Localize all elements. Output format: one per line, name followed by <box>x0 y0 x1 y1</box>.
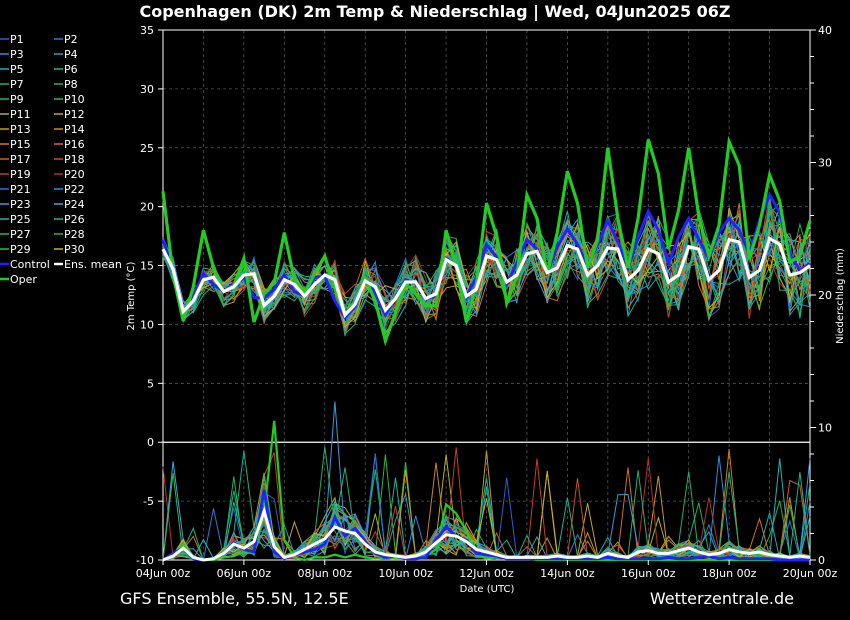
y-right-tick-label: 20 <box>818 289 832 302</box>
legend-label: P10 <box>64 93 85 106</box>
y-left-tick-label: -10 <box>136 554 154 567</box>
temp-line-control <box>161 191 811 320</box>
main-series <box>161 135 812 562</box>
y-right-tick-label: 40 <box>818 24 832 37</box>
y-right-tick-label: 10 <box>818 422 832 435</box>
legend-label: P20 <box>64 168 85 181</box>
legend-label: P21 <box>10 183 31 196</box>
y-right-tick-label: 30 <box>818 157 832 170</box>
temp-line-member-21 <box>162 213 811 329</box>
legend-label: P3 <box>10 48 24 61</box>
x-tick-label: 20Jun 00z <box>783 567 838 580</box>
legend-label: Ens. mean <box>64 258 122 271</box>
temp-line-member-16 <box>162 203 811 333</box>
legend-label: P1 <box>10 33 24 46</box>
x-tick-label: 08Jun 00z <box>298 567 353 580</box>
legend-label: P26 <box>64 213 85 226</box>
x-axis-ticks: 04Jun 00z 06Jun 00z 08Jun 00z 10Jun 00z 12Ju… <box>136 560 838 580</box>
legend-label: P23 <box>10 198 31 211</box>
y-left-tick-label: -5 <box>143 495 154 508</box>
x-tick-label: 04Jun 00z <box>136 567 191 580</box>
legend-label: P13 <box>10 123 31 136</box>
legend-label: P18 <box>64 153 85 166</box>
y-axis-right-label: Niederschlag (mm) <box>835 248 846 344</box>
precip-line-member-26 <box>162 471 811 561</box>
temp-line-oper <box>161 135 812 347</box>
y-left-tick-label: 10 <box>140 318 154 331</box>
legend-label: P4 <box>64 48 78 61</box>
precip-line-mean <box>162 505 811 562</box>
x-tick-label: 10Jun 00z <box>378 567 433 580</box>
legend-label: P29 <box>10 243 31 256</box>
legend-label: P30 <box>64 243 85 256</box>
legend-label: P25 <box>10 213 31 226</box>
y-left-tick-label: 25 <box>140 142 154 155</box>
legend-label: P22 <box>64 183 85 196</box>
legend-label: P19 <box>10 168 31 181</box>
legend-label: P5 <box>10 63 24 76</box>
x-tick-label: 14Jun 00z <box>540 567 595 580</box>
legend-label: P11 <box>10 108 31 121</box>
y-left-tick-label: 0 <box>147 436 154 449</box>
legend-label: P9 <box>10 93 24 106</box>
legend-label: Control <box>10 258 50 271</box>
legend-label: P16 <box>64 138 85 151</box>
legend-label: P6 <box>64 63 78 76</box>
temp-line-mean <box>161 236 811 319</box>
legend-label: P15 <box>10 138 31 151</box>
y-right-tick-label: 0 <box>818 554 825 567</box>
y-left-tick-label: 30 <box>140 83 154 96</box>
legend-label: P12 <box>64 108 85 121</box>
precip-line-oper <box>162 420 810 562</box>
legend-label: P7 <box>10 78 24 91</box>
legend: P1 P2 P3 P4 P5 P6 P7 P8 P9 P10 P11 P12 P13 P14 P15 P16 P… <box>0 33 122 286</box>
y-axis-left-label: 2m Temp (°C) <box>126 261 137 330</box>
footer-source: Wetterzentrale.de <box>650 589 794 608</box>
legend-label: P17 <box>10 153 31 166</box>
footer-model-info: GFS Ensemble, 55.5N, 12.5E <box>120 589 349 608</box>
x-axis-label: Date (UTC) <box>460 584 515 595</box>
legend-label: P28 <box>64 228 85 241</box>
legend-label: P24 <box>64 198 85 211</box>
legend-label: P14 <box>64 123 85 136</box>
x-tick-label: 18Jun 00z <box>702 567 757 580</box>
x-tick-label: 16Jun 00z <box>621 567 676 580</box>
y-left-tick-label: 15 <box>140 260 154 273</box>
legend-label: P2 <box>64 33 78 46</box>
y-left-tick-label: 20 <box>140 201 154 214</box>
y-left-tick-label: 5 <box>147 377 154 390</box>
legend-label: P27 <box>10 228 31 241</box>
chart-title: Copenhagen (DK) 2m Temp & Niederschlag |… <box>139 2 730 22</box>
temp-line-member-28 <box>162 197 811 326</box>
y-axis-left-ticks: 35 30 25 20 15 10 5 0 -5 -10 <box>136 24 163 567</box>
legend-label: P8 <box>64 78 78 91</box>
legend-label: Oper <box>10 273 37 286</box>
x-tick-label: 06Jun 00z <box>217 567 272 580</box>
y-axis-right-ticks: 40 30 20 10 0 <box>810 24 832 567</box>
x-tick-label: 12Jun 00z <box>459 567 514 580</box>
y-left-tick-label: 35 <box>140 24 154 37</box>
